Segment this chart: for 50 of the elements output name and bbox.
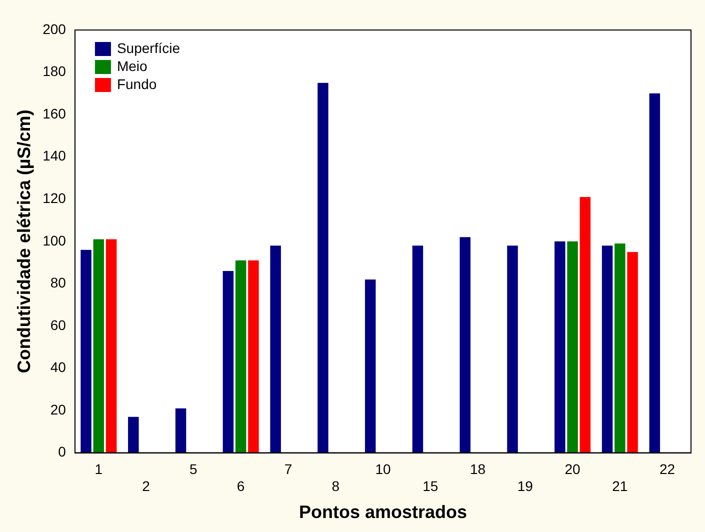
x-tick-label: 2 xyxy=(142,478,150,494)
bar xyxy=(248,260,259,453)
legend-label: Superfície xyxy=(116,40,180,56)
bar xyxy=(93,239,104,453)
x-tick-label: 8 xyxy=(332,478,340,494)
legend-label: Fundo xyxy=(116,76,157,92)
x-tick-label: 7 xyxy=(284,461,292,478)
bar xyxy=(364,279,376,453)
bar xyxy=(175,408,186,453)
y-tick-label: 60 xyxy=(50,316,66,333)
x-tick-label: 21 xyxy=(612,478,628,494)
x-tick-label: 22 xyxy=(660,461,676,478)
bar xyxy=(614,244,626,453)
y-tick-label: 140 xyxy=(42,148,66,164)
x-axis-title: Pontos amostrados xyxy=(298,502,467,522)
bar xyxy=(627,252,638,453)
y-tick-label: 180 xyxy=(42,63,66,80)
x-tick-label: 1 xyxy=(94,461,103,478)
y-axis-title: Condutividade elétrica (µS/cm) xyxy=(14,110,34,374)
bar xyxy=(460,237,470,453)
bar xyxy=(412,246,424,453)
legend-label: Meio xyxy=(116,58,148,74)
bar xyxy=(270,246,281,453)
x-tick-label: 10 xyxy=(375,461,391,478)
bar xyxy=(222,270,234,453)
x-tick-label: 19 xyxy=(517,478,534,494)
bar xyxy=(580,197,591,453)
bar xyxy=(567,241,578,453)
y-tick-label: 80 xyxy=(50,274,66,291)
bar xyxy=(80,250,92,453)
y-tick-label: 200 xyxy=(42,20,66,37)
bar xyxy=(649,93,660,453)
x-tick-label: 6 xyxy=(236,478,245,494)
y-tick-label: 0 xyxy=(58,444,66,460)
bar xyxy=(507,246,518,453)
bar xyxy=(106,239,117,453)
bar xyxy=(128,416,139,453)
x-tick-label: 5 xyxy=(190,461,198,478)
y-tick-label: 120 xyxy=(42,190,66,206)
bar xyxy=(235,260,246,453)
x-tick-label: 20 xyxy=(564,461,581,478)
bar xyxy=(318,82,328,453)
bar xyxy=(554,241,566,453)
y-tick-label: 100 xyxy=(42,232,66,248)
bar xyxy=(602,246,613,453)
y-tick-label: 20 xyxy=(50,401,66,418)
x-tick-label: 18 xyxy=(470,461,486,478)
x-tick-label: 15 xyxy=(422,478,438,494)
y-tick-label: 40 xyxy=(50,359,66,376)
y-tick-label: 160 xyxy=(42,105,66,122)
